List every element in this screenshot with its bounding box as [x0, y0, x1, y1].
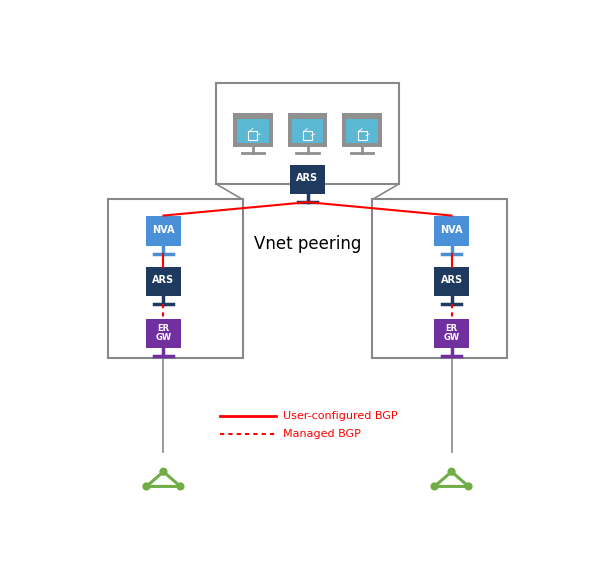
- FancyBboxPatch shape: [146, 267, 181, 296]
- FancyBboxPatch shape: [237, 120, 269, 143]
- FancyBboxPatch shape: [216, 83, 399, 184]
- Text: ER
GW: ER GW: [155, 324, 172, 342]
- Circle shape: [448, 468, 455, 475]
- FancyBboxPatch shape: [290, 164, 325, 194]
- Circle shape: [177, 483, 184, 490]
- Text: ARS: ARS: [296, 174, 319, 184]
- Text: ARS: ARS: [440, 275, 463, 285]
- FancyBboxPatch shape: [233, 113, 272, 146]
- FancyBboxPatch shape: [346, 120, 378, 143]
- Text: Managed BGP: Managed BGP: [283, 429, 361, 439]
- Circle shape: [143, 483, 150, 490]
- Text: Vnet peering: Vnet peering: [254, 235, 361, 253]
- FancyBboxPatch shape: [303, 131, 312, 140]
- Circle shape: [431, 483, 438, 490]
- Text: NVA: NVA: [152, 225, 175, 235]
- FancyBboxPatch shape: [146, 216, 181, 246]
- FancyBboxPatch shape: [373, 199, 506, 358]
- FancyBboxPatch shape: [248, 131, 257, 140]
- FancyBboxPatch shape: [358, 131, 367, 140]
- Circle shape: [465, 483, 472, 490]
- Text: NVA: NVA: [440, 225, 463, 235]
- FancyBboxPatch shape: [109, 199, 242, 358]
- Text: User-configured BGP: User-configured BGP: [283, 411, 398, 421]
- FancyBboxPatch shape: [292, 120, 323, 143]
- Text: ARS: ARS: [152, 275, 175, 285]
- FancyBboxPatch shape: [343, 113, 382, 146]
- FancyBboxPatch shape: [434, 319, 469, 349]
- Text: ER
GW: ER GW: [443, 324, 460, 342]
- FancyBboxPatch shape: [434, 216, 469, 246]
- FancyBboxPatch shape: [434, 267, 469, 296]
- Circle shape: [160, 468, 167, 475]
- FancyBboxPatch shape: [288, 113, 327, 146]
- FancyBboxPatch shape: [146, 319, 181, 349]
